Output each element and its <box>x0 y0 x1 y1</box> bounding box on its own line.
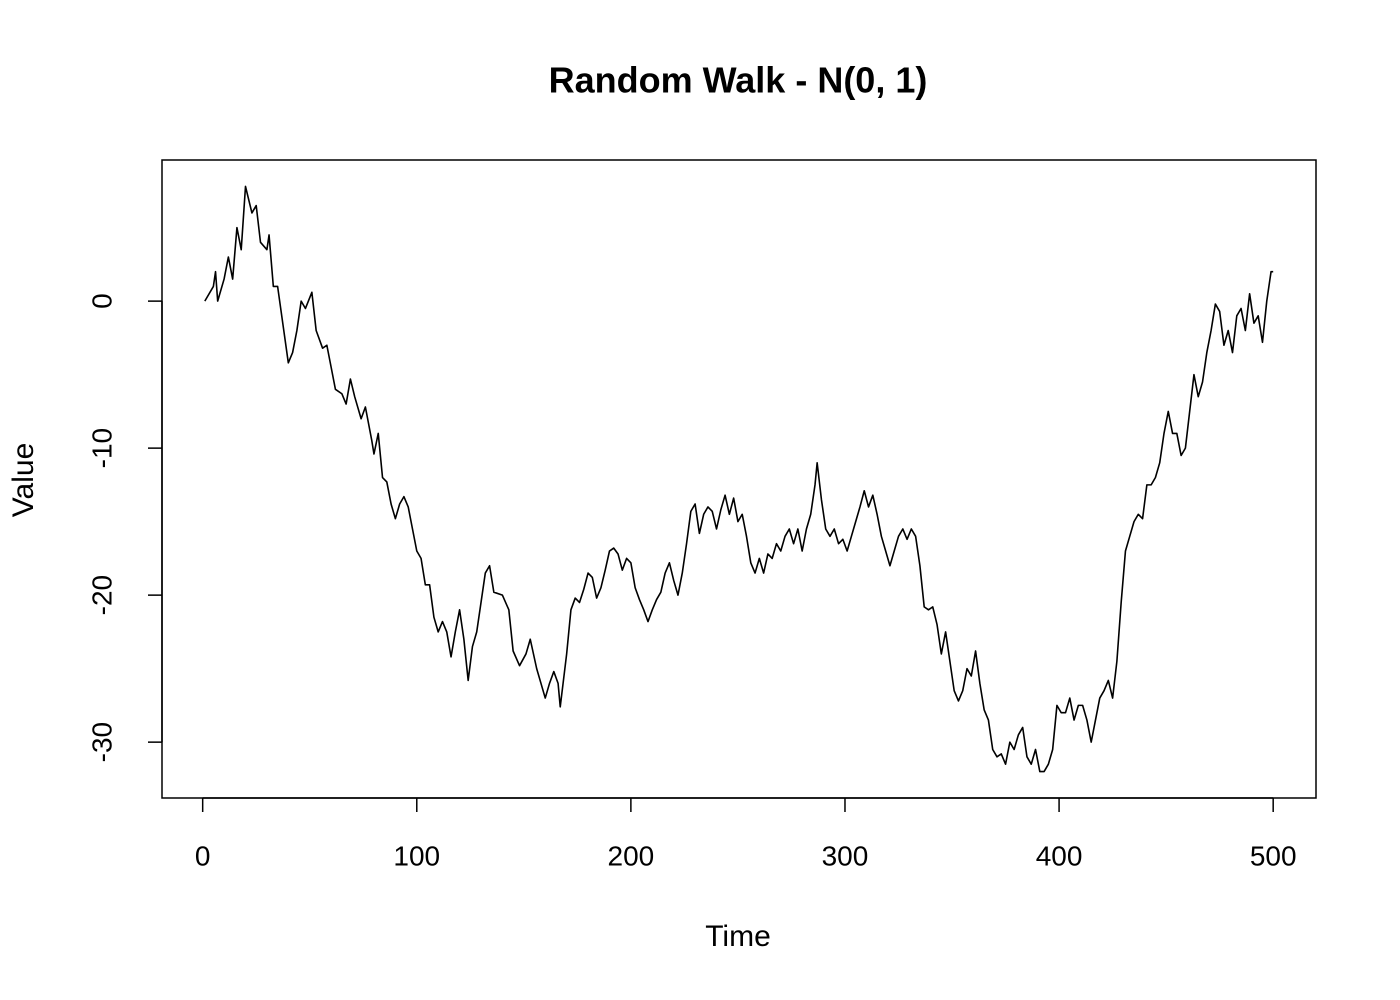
x-tick-label: 100 <box>393 840 440 871</box>
chart-title: Random Walk - N(0, 1) <box>549 60 928 101</box>
y-tick-label: -20 <box>86 575 117 615</box>
x-tick-label: 300 <box>822 840 869 871</box>
y-tick-label: -10 <box>86 428 117 468</box>
plot-frame <box>161 159 1317 799</box>
x-tick-label: 0 <box>195 840 211 871</box>
data-line <box>204 185 1274 773</box>
x-tick-label: 400 <box>1036 840 1083 871</box>
y-axis-title: Value <box>7 443 40 518</box>
y-tick-label: 0 <box>86 293 117 309</box>
y-tick-label: -30 <box>86 722 117 762</box>
x-tick-label: 200 <box>608 840 655 871</box>
x-tick-label: 500 <box>1250 840 1297 871</box>
x-axis-title: Time <box>705 920 771 953</box>
